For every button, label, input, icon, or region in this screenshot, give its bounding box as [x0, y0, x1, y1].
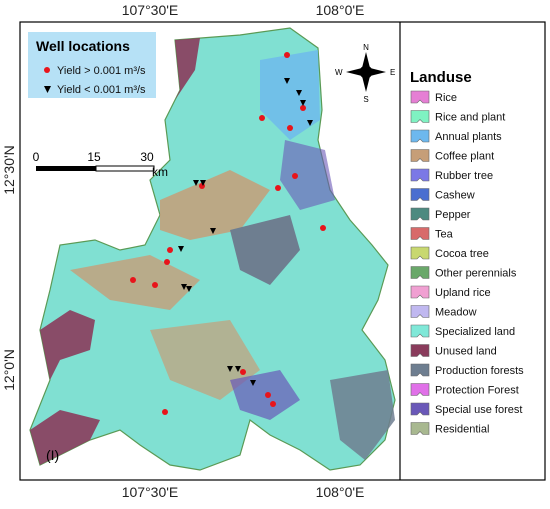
bottom-axis-label: 108°0'E: [316, 484, 365, 500]
landuse-swatch: [410, 363, 430, 377]
landuse-label: Production forests: [435, 365, 524, 377]
compass: N S E W: [335, 43, 395, 104]
landuse-swatch: [410, 402, 430, 416]
landuse-legend: Rice Rice and plant Annual plants Coffee pl…: [410, 90, 524, 436]
landuse-label: Cocoa tree: [435, 248, 489, 260]
inset-label: (I): [46, 447, 59, 463]
bottom-axis-label: 107°30'E: [122, 484, 179, 500]
top-axis-label: 107°30'E: [122, 2, 179, 18]
map-area: [29, 27, 396, 471]
landuse-label: Rice and plant: [435, 112, 505, 124]
well-legend-marker: [44, 67, 50, 73]
left-axis-label: 12°30'N: [1, 145, 17, 195]
left-axis-label: 12°0'N: [1, 349, 17, 391]
landuse-label: Protection Forest: [435, 385, 519, 397]
landuse-label: Residential: [435, 424, 489, 436]
landuse-label: Upland rice: [435, 287, 491, 299]
landuse-swatch: [410, 227, 430, 240]
scale-unit: km: [152, 165, 168, 179]
landuse-label: Rubber tree: [435, 170, 493, 182]
landuse-label: Special use forest: [435, 404, 522, 416]
scale-bar: 0 15 30 km: [33, 150, 168, 179]
landuse-swatch: [410, 129, 430, 143]
scale-label: 15: [87, 150, 101, 164]
landuse-label: Pepper: [435, 209, 471, 221]
landuse-swatch: [410, 266, 430, 279]
landuse-swatch: [410, 285, 430, 299]
landuse-swatch: [410, 149, 430, 162]
well-points: [130, 52, 326, 415]
landuse-label: Unused land: [435, 346, 497, 358]
coffee-patch: [160, 170, 270, 240]
landuse-swatch: [410, 168, 430, 182]
landuse-label: Meadow: [435, 307, 477, 319]
landuse-swatch: [410, 383, 430, 396]
landuse-label: Coffee plant: [435, 151, 494, 163]
unused-land-patch: [40, 310, 95, 380]
compass-w: W: [335, 68, 343, 77]
scale-label: 0: [33, 150, 40, 164]
scale-label: 30: [140, 150, 154, 164]
landuse-swatch: [410, 110, 430, 123]
compass-n: N: [363, 43, 369, 52]
well-legend-item: Yield > 0.001 m³/s: [57, 65, 146, 77]
province-boundary: [29, 27, 396, 471]
special-forest-patch: [280, 140, 335, 210]
landuse-swatch: [410, 422, 430, 435]
landuse-label: Annual plants: [435, 131, 502, 143]
annual-plants-patch: [260, 50, 320, 140]
landuse-label: Cashew: [435, 190, 475, 202]
landuse-label: Other perennials: [435, 268, 517, 280]
landuse-label: Tea: [435, 229, 454, 241]
well-legend-title: Well locations: [36, 38, 130, 54]
landuse-swatch: [410, 207, 430, 221]
landuse-swatch: [410, 90, 430, 104]
landuse-swatch: [410, 344, 430, 357]
production-forest-patch: [230, 215, 300, 285]
unused-land-patch: [30, 410, 100, 465]
compass-e: E: [390, 68, 395, 77]
production-forest-patch: [330, 370, 395, 460]
landuse-label: Specialized land: [435, 326, 515, 338]
landuse-swatch: [410, 305, 430, 318]
landuse-swatch: [410, 324, 430, 338]
landuse-swatch: [410, 188, 430, 201]
coffee-patch: [70, 255, 200, 310]
top-axis-label: 108°0'E: [316, 2, 365, 18]
compass-s: S: [363, 95, 368, 104]
landuse-swatch: [410, 246, 430, 260]
landuse-legend-title: Landuse: [410, 69, 472, 86]
well-legend-item: Yield < 0.001 m³/s: [57, 84, 146, 96]
well-legend-marker: [44, 86, 51, 93]
unused-land-patch: [165, 38, 200, 120]
landuse-label: Rice: [435, 92, 457, 104]
